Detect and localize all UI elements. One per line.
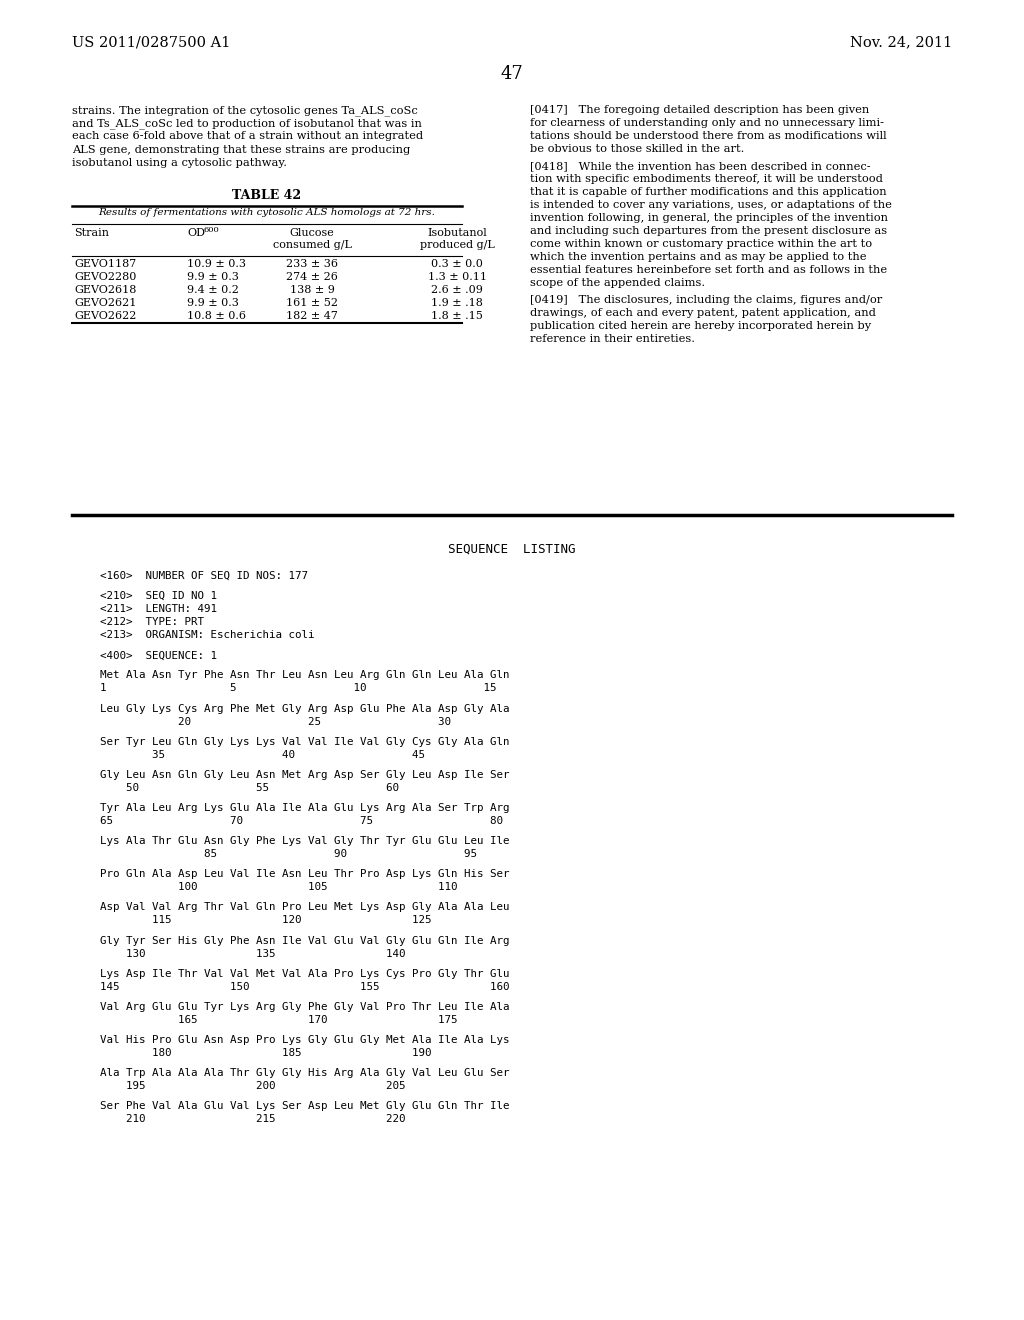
Text: reference in their entireties.: reference in their entireties.	[530, 334, 695, 345]
Text: 0.3 ± 0.0: 0.3 ± 0.0	[431, 259, 483, 269]
Text: tations should be understood there from as modifications will: tations should be understood there from …	[530, 131, 887, 141]
Text: 10.9 ± 0.3: 10.9 ± 0.3	[187, 259, 246, 269]
Text: 195                 200                 205: 195 200 205	[100, 1081, 406, 1092]
Text: <210>  SEQ ID NO 1: <210> SEQ ID NO 1	[100, 591, 217, 601]
Text: 20                  25                  30: 20 25 30	[100, 717, 451, 726]
Text: 115                 120                 125: 115 120 125	[100, 916, 431, 925]
Text: 274 ± 26: 274 ± 26	[286, 272, 338, 282]
Text: Nov. 24, 2011: Nov. 24, 2011	[850, 36, 952, 49]
Text: SEQUENCE  LISTING: SEQUENCE LISTING	[449, 543, 575, 556]
Text: [0418]   While the invention has been described in connec-: [0418] While the invention has been desc…	[530, 161, 870, 172]
Text: Leu Gly Lys Cys Arg Phe Met Gly Arg Asp Glu Phe Ala Asp Gly Ala: Leu Gly Lys Cys Arg Phe Met Gly Arg Asp …	[100, 704, 510, 714]
Text: [0417]   The foregoing detailed description has been given: [0417] The foregoing detailed descriptio…	[530, 106, 869, 115]
Text: Strain: Strain	[74, 228, 109, 238]
Text: 145                 150                 155                 160: 145 150 155 160	[100, 982, 510, 991]
Text: OD: OD	[187, 228, 205, 238]
Text: be obvious to those skilled in the art.: be obvious to those skilled in the art.	[530, 144, 744, 154]
Text: TABLE 42: TABLE 42	[232, 189, 301, 202]
Text: Val His Pro Glu Asn Asp Pro Lys Gly Glu Gly Met Ala Ile Ala Lys: Val His Pro Glu Asn Asp Pro Lys Gly Glu …	[100, 1035, 510, 1045]
Text: Asp Val Val Arg Thr Val Gln Pro Leu Met Lys Asp Gly Ala Ala Leu: Asp Val Val Arg Thr Val Gln Pro Leu Met …	[100, 903, 510, 912]
Text: GEVO2280: GEVO2280	[74, 272, 136, 282]
Text: 85                  90                  95: 85 90 95	[100, 849, 477, 859]
Text: Gly Leu Asn Gln Gly Leu Asn Met Arg Asp Ser Gly Leu Asp Ile Ser: Gly Leu Asn Gln Gly Leu Asn Met Arg Asp …	[100, 770, 510, 780]
Text: 9.4 ± 0.2: 9.4 ± 0.2	[187, 285, 239, 294]
Text: 165                 170                 175: 165 170 175	[100, 1015, 458, 1024]
Text: isobutanol using a cytosolic pathway.: isobutanol using a cytosolic pathway.	[72, 158, 287, 168]
Text: Ser Phe Val Ala Glu Val Lys Ser Asp Leu Met Gly Glu Gln Thr Ile: Ser Phe Val Ala Glu Val Lys Ser Asp Leu …	[100, 1101, 510, 1111]
Text: GEVO2618: GEVO2618	[74, 285, 136, 294]
Text: drawings, of each and every patent, patent application, and: drawings, of each and every patent, pate…	[530, 308, 876, 318]
Text: 233 ± 36: 233 ± 36	[286, 259, 338, 269]
Text: 1.8 ± .15: 1.8 ± .15	[431, 312, 483, 321]
Text: <400>  SEQUENCE: 1: <400> SEQUENCE: 1	[100, 651, 217, 660]
Text: Lys Asp Ile Thr Val Val Met Val Ala Pro Lys Cys Pro Gly Thr Glu: Lys Asp Ile Thr Val Val Met Val Ala Pro …	[100, 969, 510, 979]
Text: for clearness of understanding only and no unnecessary limi-: for clearness of understanding only and …	[530, 117, 884, 128]
Text: Gly Tyr Ser His Gly Phe Asn Ile Val Glu Val Gly Glu Gln Ile Arg: Gly Tyr Ser His Gly Phe Asn Ile Val Glu …	[100, 936, 510, 945]
Text: Met Ala Asn Tyr Phe Asn Thr Leu Asn Leu Arg Gln Gln Leu Ala Gln: Met Ala Asn Tyr Phe Asn Thr Leu Asn Leu …	[100, 671, 510, 680]
Text: 1.3 ± 0.11: 1.3 ± 0.11	[427, 272, 486, 282]
Text: 9.9 ± 0.3: 9.9 ± 0.3	[187, 298, 239, 308]
Text: GEVO2622: GEVO2622	[74, 312, 136, 321]
Text: 1                   5                  10                  15: 1 5 10 15	[100, 684, 497, 693]
Text: [0419]   The disclosures, including the claims, figures and/or: [0419] The disclosures, including the cl…	[530, 294, 883, 305]
Text: ALS gene, demonstrating that these strains are producing: ALS gene, demonstrating that these strai…	[72, 145, 411, 154]
Text: 100                 105                 110: 100 105 110	[100, 882, 458, 892]
Text: 47: 47	[501, 65, 523, 83]
Text: 210                 215                 220: 210 215 220	[100, 1114, 406, 1125]
Text: <211>  LENGTH: 491: <211> LENGTH: 491	[100, 605, 217, 614]
Text: 138 ± 9: 138 ± 9	[290, 285, 335, 294]
Text: US 2011/0287500 A1: US 2011/0287500 A1	[72, 36, 230, 49]
Text: Glucose
consumed g/L: Glucose consumed g/L	[272, 228, 351, 251]
Text: Tyr Ala Leu Arg Lys Glu Ala Ile Ala Glu Lys Arg Ala Ser Trp Arg: Tyr Ala Leu Arg Lys Glu Ala Ile Ala Glu …	[100, 803, 510, 813]
Text: publication cited herein are hereby incorporated herein by: publication cited herein are hereby inco…	[530, 321, 871, 331]
Text: Ser Tyr Leu Gln Gly Lys Lys Val Val Ile Val Gly Cys Gly Ala Gln: Ser Tyr Leu Gln Gly Lys Lys Val Val Ile …	[100, 737, 510, 747]
Text: which the invention pertains and as may be applied to the: which the invention pertains and as may …	[530, 252, 866, 261]
Text: Lys Ala Thr Glu Asn Gly Phe Lys Val Gly Thr Tyr Glu Glu Leu Ile: Lys Ala Thr Glu Asn Gly Phe Lys Val Gly …	[100, 836, 510, 846]
Text: 2.6 ± .09: 2.6 ± .09	[431, 285, 483, 294]
Text: 35                  40                  45: 35 40 45	[100, 750, 425, 760]
Text: Ala Trp Ala Ala Ala Thr Gly Gly His Arg Ala Gly Val Leu Glu Ser: Ala Trp Ala Ala Ala Thr Gly Gly His Arg …	[100, 1068, 510, 1078]
Text: Isobutanol
produced g/L: Isobutanol produced g/L	[420, 228, 495, 251]
Text: 161 ± 52: 161 ± 52	[286, 298, 338, 308]
Text: Pro Gln Ala Asp Leu Val Ile Asn Leu Thr Pro Asp Lys Gln His Ser: Pro Gln Ala Asp Leu Val Ile Asn Leu Thr …	[100, 870, 510, 879]
Text: invention following, in general, the principles of the invention: invention following, in general, the pri…	[530, 213, 888, 223]
Text: 600: 600	[203, 226, 219, 234]
Text: Val Arg Glu Glu Tyr Lys Arg Gly Phe Gly Val Pro Thr Leu Ile Ala: Val Arg Glu Glu Tyr Lys Arg Gly Phe Gly …	[100, 1002, 510, 1012]
Text: and Ts_ALS_coSc led to production of isobutanol that was in: and Ts_ALS_coSc led to production of iso…	[72, 119, 422, 129]
Text: 1.9 ± .18: 1.9 ± .18	[431, 298, 483, 308]
Text: GEVO2621: GEVO2621	[74, 298, 136, 308]
Text: <213>  ORGANISM: Escherichia coli: <213> ORGANISM: Escherichia coli	[100, 630, 314, 640]
Text: <160>  NUMBER OF SEQ ID NOS: 177: <160> NUMBER OF SEQ ID NOS: 177	[100, 572, 308, 581]
Text: Results of fermentations with cytosolic ALS homologs at 72 hrs.: Results of fermentations with cytosolic …	[98, 209, 435, 216]
Text: <212>  TYPE: PRT: <212> TYPE: PRT	[100, 618, 204, 627]
Text: 50                  55                  60: 50 55 60	[100, 783, 399, 793]
Text: 182 ± 47: 182 ± 47	[286, 312, 338, 321]
Text: essential features hereinbefore set forth and as follows in the: essential features hereinbefore set fort…	[530, 265, 887, 275]
Text: GEVO1187: GEVO1187	[74, 259, 136, 269]
Text: 130                 135                 140: 130 135 140	[100, 949, 406, 958]
Text: each case 6-fold above that of a strain without an integrated: each case 6-fold above that of a strain …	[72, 132, 423, 141]
Text: that it is capable of further modifications and this application: that it is capable of further modificati…	[530, 187, 887, 197]
Text: 9.9 ± 0.3: 9.9 ± 0.3	[187, 272, 239, 282]
Text: 10.8 ± 0.6: 10.8 ± 0.6	[187, 312, 246, 321]
Text: is intended to cover any variations, uses, or adaptations of the: is intended to cover any variations, use…	[530, 201, 892, 210]
Text: tion with specific embodiments thereof, it will be understood: tion with specific embodiments thereof, …	[530, 174, 883, 183]
Text: 180                 185                 190: 180 185 190	[100, 1048, 431, 1059]
Text: come within known or customary practice within the art to: come within known or customary practice …	[530, 239, 872, 249]
Text: strains. The integration of the cytosolic genes Ta_ALS_coSc: strains. The integration of the cytosoli…	[72, 106, 418, 116]
Text: 65                  70                  75                  80: 65 70 75 80	[100, 816, 503, 826]
Text: and including such departures from the present disclosure as: and including such departures from the p…	[530, 226, 887, 236]
Text: scope of the appended claims.: scope of the appended claims.	[530, 279, 706, 288]
